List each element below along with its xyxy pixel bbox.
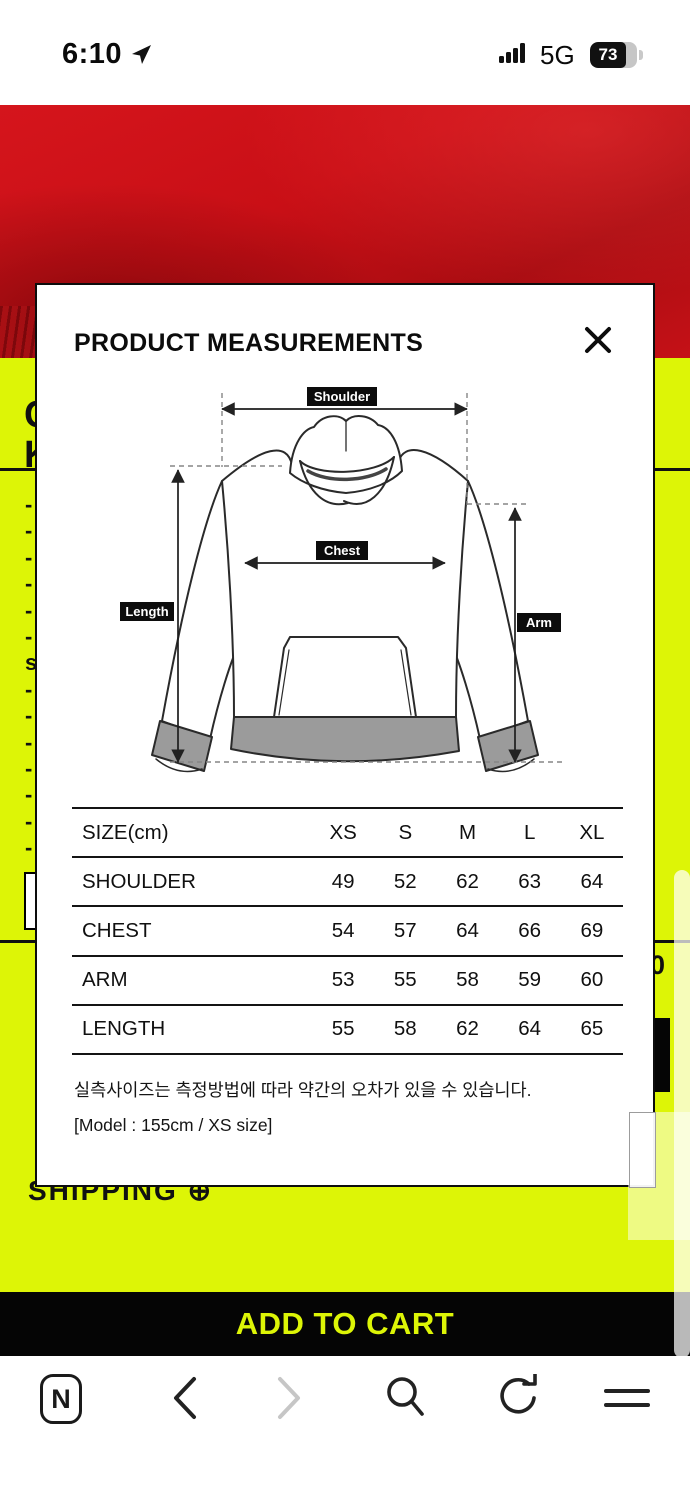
scrollbar[interactable] [674,870,690,1358]
bullet-list-partial: ------s------- [25,492,38,861]
col-header: SIZE(cm) [82,820,169,844]
col-header: XL [579,820,605,844]
clock: 6:10 [62,38,123,70]
close-icon[interactable] [581,323,615,357]
add-to-cart-label: ADD TO CART [235,1306,455,1341]
menu-icon[interactable] [604,1374,650,1427]
add-to-cart-button[interactable]: ADD TO CART [0,1292,690,1356]
search-icon[interactable] [382,1374,430,1427]
battery-percent: 73 [590,42,626,68]
table-row: ARM 53 55 58 59 60 [72,957,623,1006]
network-type: 5G [540,40,575,70]
svg-text:Length: Length [125,604,168,619]
model-info: [Model : 155cm / XS size] [74,1115,273,1135]
size-table-header: SIZE(cm) XS S M L XL [72,809,623,859]
battery-icon: 73 [590,42,637,68]
svg-text:Shoulder: Shoulder [314,389,370,404]
table-row: SHOULDER 49 52 62 63 64 [72,858,623,908]
col-header: XS [329,820,357,844]
measurement-disclaimer: 실측사이즈는 측정방법에 따라 약간의 오차가 있을 수 있습니다. [74,1080,532,1100]
status-bar: 6:10 5G 73 [0,0,690,105]
battery-tip [639,50,643,60]
col-header: M [458,820,477,844]
hoodie-measurement-diagram: Shoulder Chest Length Arm [112,385,572,794]
col-header: S [398,820,413,844]
naver-app-icon[interactable]: N [40,1374,82,1424]
table-row: LENGTH 55 58 62 64 65 [72,1006,623,1055]
signal-strength-icon [499,42,529,69]
size-table: SIZE(cm) XS S M L XL SHOULDER 49 52 62 6… [72,807,623,1055]
modal-title: PRODUCT MEASUREMENTS [74,329,424,357]
table-row: CHEST 54 57 64 66 69 [72,907,623,957]
browser-nav-bar [0,1356,690,1500]
product-measurements-modal: PRODUCT MEASUREMENTS [35,283,655,1187]
svg-text:Chest: Chest [324,543,361,558]
back-icon[interactable] [164,1374,208,1427]
col-header: L [523,820,536,844]
svg-text:Arm: Arm [526,615,552,630]
location-arrow-icon [130,42,154,71]
diagram-labels: Shoulder Chest Length Arm [120,387,561,632]
forward-icon[interactable] [266,1374,310,1427]
scroll-to-top-partial[interactable] [629,1112,656,1188]
refresh-icon[interactable] [494,1372,542,1427]
